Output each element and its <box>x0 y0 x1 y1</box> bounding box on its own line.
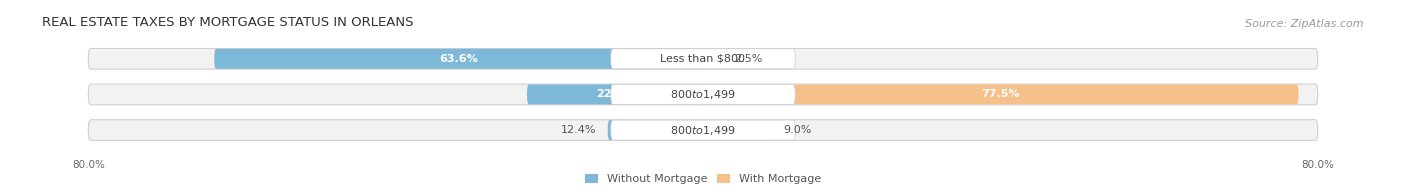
FancyBboxPatch shape <box>89 120 1317 140</box>
FancyBboxPatch shape <box>214 49 703 69</box>
Text: 22.9%: 22.9% <box>596 89 634 99</box>
Text: 63.6%: 63.6% <box>439 54 478 64</box>
FancyBboxPatch shape <box>527 84 703 104</box>
FancyBboxPatch shape <box>703 120 772 140</box>
FancyBboxPatch shape <box>610 84 796 104</box>
Text: REAL ESTATE TAXES BY MORTGAGE STATUS IN ORLEANS: REAL ESTATE TAXES BY MORTGAGE STATUS IN … <box>42 15 413 28</box>
Text: 9.0%: 9.0% <box>783 125 813 135</box>
Text: Less than $800: Less than $800 <box>661 54 745 64</box>
Text: 77.5%: 77.5% <box>981 89 1019 99</box>
FancyBboxPatch shape <box>703 84 1299 104</box>
FancyBboxPatch shape <box>703 49 723 69</box>
FancyBboxPatch shape <box>89 48 1317 69</box>
Text: 12.4%: 12.4% <box>561 125 596 135</box>
FancyBboxPatch shape <box>610 120 796 140</box>
Text: $800 to $1,499: $800 to $1,499 <box>671 123 735 137</box>
FancyBboxPatch shape <box>610 49 796 69</box>
Legend: Without Mortgage, With Mortgage: Without Mortgage, With Mortgage <box>585 174 821 184</box>
FancyBboxPatch shape <box>89 84 1317 105</box>
FancyBboxPatch shape <box>607 120 703 140</box>
Text: $800 to $1,499: $800 to $1,499 <box>671 88 735 101</box>
Text: 2.5%: 2.5% <box>734 54 762 64</box>
Text: Source: ZipAtlas.com: Source: ZipAtlas.com <box>1246 18 1364 28</box>
